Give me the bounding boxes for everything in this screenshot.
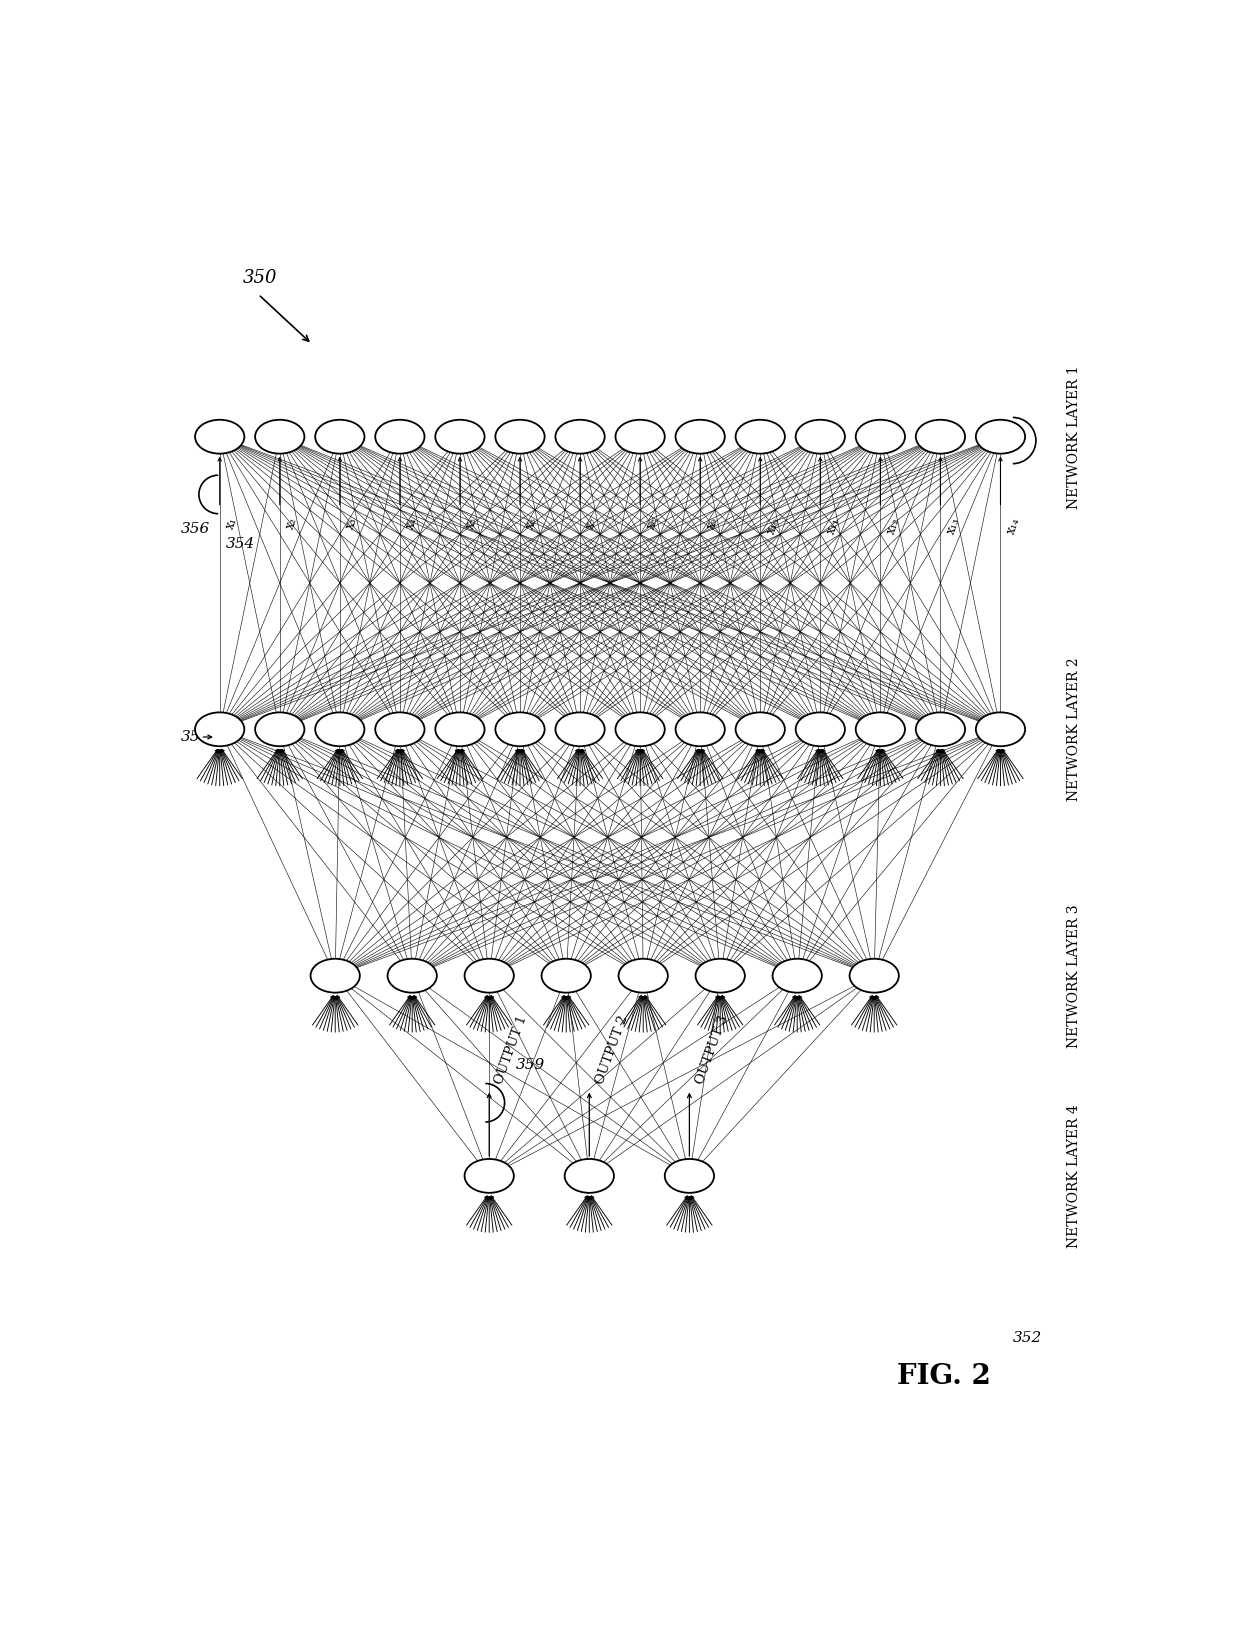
Ellipse shape <box>388 959 436 993</box>
Text: 358: 358 <box>181 729 211 744</box>
Ellipse shape <box>735 713 785 746</box>
Ellipse shape <box>796 419 844 454</box>
Ellipse shape <box>564 1158 614 1193</box>
Ellipse shape <box>556 713 605 746</box>
Ellipse shape <box>495 419 544 454</box>
Ellipse shape <box>676 419 725 454</box>
Text: x₇: x₇ <box>584 515 600 531</box>
Ellipse shape <box>556 419 605 454</box>
Text: 354: 354 <box>226 538 255 551</box>
Ellipse shape <box>773 959 822 993</box>
Ellipse shape <box>615 419 665 454</box>
Ellipse shape <box>916 419 965 454</box>
Text: 352: 352 <box>1013 1330 1042 1345</box>
Ellipse shape <box>315 419 365 454</box>
Ellipse shape <box>435 713 485 746</box>
Ellipse shape <box>849 959 899 993</box>
Ellipse shape <box>465 1158 513 1193</box>
Text: x₁₄: x₁₄ <box>1004 515 1022 536</box>
Text: x₁₀: x₁₀ <box>764 515 782 536</box>
Text: 356: 356 <box>181 521 211 536</box>
Ellipse shape <box>976 419 1025 454</box>
Ellipse shape <box>376 419 424 454</box>
Ellipse shape <box>255 419 304 454</box>
Text: FIG. 2: FIG. 2 <box>897 1363 991 1389</box>
Text: x₉: x₉ <box>704 515 720 531</box>
Text: x₁₃: x₁₃ <box>945 515 962 536</box>
Ellipse shape <box>916 713 965 746</box>
Text: OUTPUT 3: OUTPUT 3 <box>693 1013 730 1086</box>
Ellipse shape <box>615 713 665 746</box>
Ellipse shape <box>315 713 365 746</box>
Text: x₁: x₁ <box>223 515 239 531</box>
Ellipse shape <box>735 419 785 454</box>
Text: x₃: x₃ <box>343 515 360 531</box>
Text: x₆: x₆ <box>523 515 541 531</box>
Text: NETWORK LAYER 1: NETWORK LAYER 1 <box>1068 365 1081 508</box>
Text: x₁₂: x₁₂ <box>884 515 903 536</box>
Ellipse shape <box>856 713 905 746</box>
Ellipse shape <box>195 419 244 454</box>
Text: NETWORK LAYER 3: NETWORK LAYER 3 <box>1068 904 1081 1048</box>
Text: 359: 359 <box>516 1058 546 1072</box>
Ellipse shape <box>796 713 844 746</box>
Ellipse shape <box>310 959 360 993</box>
Text: 350: 350 <box>243 269 278 287</box>
Ellipse shape <box>435 419 485 454</box>
Ellipse shape <box>665 1158 714 1193</box>
Ellipse shape <box>195 713 244 746</box>
Ellipse shape <box>495 713 544 746</box>
Ellipse shape <box>465 959 513 993</box>
Ellipse shape <box>696 959 745 993</box>
Ellipse shape <box>542 959 590 993</box>
Ellipse shape <box>976 713 1025 746</box>
Text: NETWORK LAYER 4: NETWORK LAYER 4 <box>1068 1104 1081 1247</box>
Text: x₁₁: x₁₁ <box>825 515 842 536</box>
Ellipse shape <box>255 713 304 746</box>
Ellipse shape <box>376 713 424 746</box>
Ellipse shape <box>676 713 725 746</box>
Text: OUTPUT 2: OUTPUT 2 <box>593 1013 630 1086</box>
Text: x₂: x₂ <box>284 515 300 531</box>
Text: OUTPUT 1: OUTPUT 1 <box>494 1013 529 1086</box>
Ellipse shape <box>856 419 905 454</box>
Text: x₈: x₈ <box>644 515 660 531</box>
Ellipse shape <box>619 959 668 993</box>
Text: NETWORK LAYER 2: NETWORK LAYER 2 <box>1068 657 1081 802</box>
Text: x₅: x₅ <box>464 515 480 531</box>
Text: x₄: x₄ <box>404 515 420 531</box>
